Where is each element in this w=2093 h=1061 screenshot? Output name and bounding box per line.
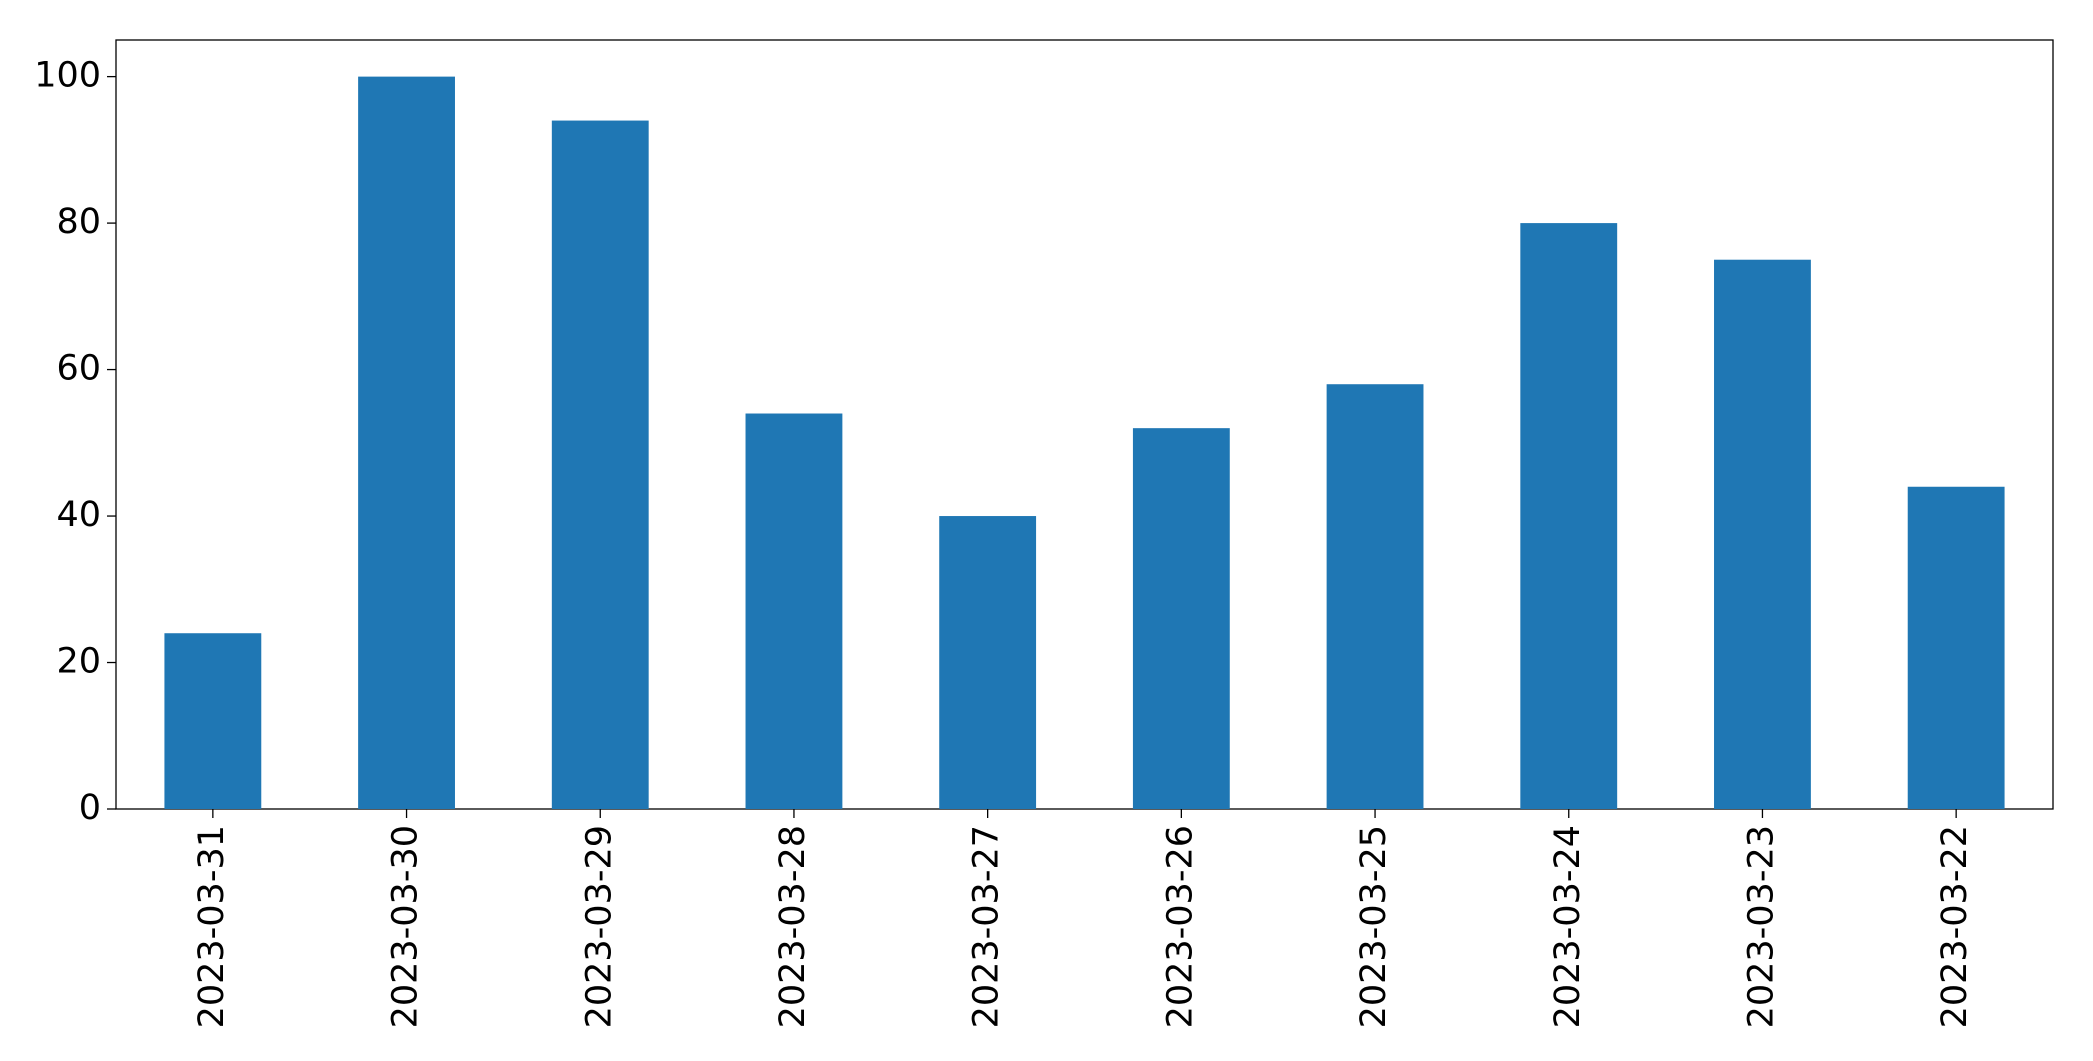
x-tick-label: 2023-03-22: [1935, 825, 1975, 1028]
x-tick-label: 2023-03-28: [773, 825, 813, 1028]
y-tick-label: 60: [56, 349, 101, 389]
x-tick-label: 2023-03-29: [579, 825, 619, 1028]
x-tick-label: 2023-03-23: [1741, 825, 1781, 1028]
bar: [1132, 428, 1230, 809]
bar: [1907, 486, 2005, 809]
bar: [551, 120, 649, 810]
x-tick-label: 2023-03-31: [192, 825, 232, 1028]
x-tick-label: 2023-03-30: [386, 825, 426, 1028]
y-tick-label: 0: [79, 788, 101, 828]
y-tick-label: 100: [34, 56, 101, 96]
x-tick-label: 2023-03-24: [1548, 825, 1588, 1028]
bar: [164, 633, 262, 809]
plot-frame: [115, 39, 2054, 810]
bar: [1326, 384, 1424, 809]
y-tick-label: 20: [56, 642, 101, 682]
bar: [358, 76, 455, 810]
bar: [1714, 259, 1811, 809]
bar: [745, 413, 843, 809]
x-tick-label: 2023-03-27: [967, 825, 1007, 1028]
bar: [939, 516, 1037, 809]
y-tick-label: 80: [56, 202, 101, 242]
y-tick-label: 40: [56, 495, 101, 535]
x-tick-label: 2023-03-25: [1354, 825, 1394, 1028]
x-tick-label: 2023-03-26: [1160, 825, 1200, 1028]
bar: [1520, 223, 1618, 810]
